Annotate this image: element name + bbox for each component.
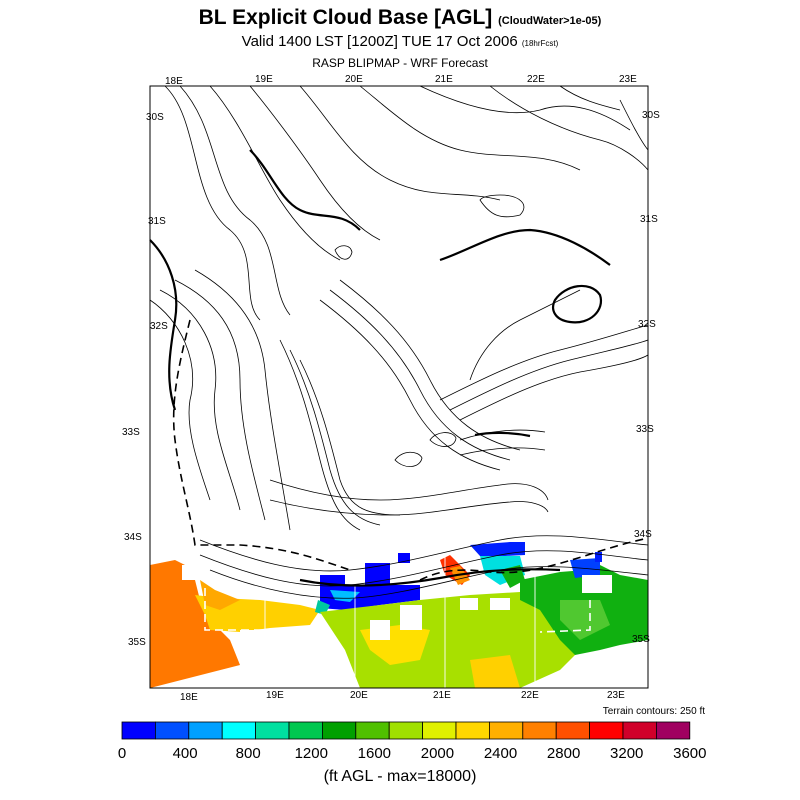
colorbar-swatch [422, 721, 457, 740]
fill-orange-inner [200, 580, 240, 610]
lat-label-left: 33S [122, 427, 140, 438]
lat-label-left: 34S [124, 532, 142, 543]
chart-title: BL Explicit Cloud Base [AGL] (CloudWater… [0, 6, 800, 30]
lon-label-bottom: 23E [607, 690, 625, 701]
colorbar-swatch [455, 721, 490, 740]
lat-labels-left: 30S 31S 32S 33S 34S 35S [122, 112, 168, 648]
colorbar-tick-labels: 0 400 800 1200 1600 2000 2400 2800 3200 3600 [118, 745, 707, 762]
lat-label-right: 35S [632, 634, 650, 645]
terrain-contours [149, 85, 649, 599]
title-note: (CloudWater>1e-05) [498, 15, 602, 27]
colorbar-swatch [622, 721, 657, 740]
lat-label-right: 34S [634, 529, 652, 540]
lon-label-top: 18E [165, 76, 183, 87]
fill-gap-3 [460, 598, 478, 610]
coastline-contours [149, 149, 611, 587]
lat-labels-right: 30S 31S 32S 33S 34S 35S [632, 110, 660, 645]
colorbar-swatch [388, 721, 424, 740]
province-boundary [172, 319, 649, 581]
colorbar-swatch [154, 721, 190, 740]
lon-label-bottom: 22E [521, 690, 539, 701]
terrain-contours-note: Terrain contours: 250 ft [602, 706, 705, 717]
lat-label-right: 33S [636, 424, 654, 435]
map-frame [149, 85, 649, 689]
valid-time: Valid 1400 LST [1200Z] TUE 17 Oct 2006 (… [0, 33, 800, 50]
colorbar-tick-label: 1600 [358, 745, 391, 762]
lon-label-bottom: 20E [350, 690, 368, 701]
colorbar-swatches [121, 721, 691, 740]
forecast-hour-note: (18hrFcst) [521, 39, 559, 48]
cloud-base-fill [150, 542, 648, 688]
colorbar-tick-label: 3200 [610, 745, 643, 762]
lat-label-left: 35S [128, 637, 146, 648]
lon-label-top: 21E [435, 74, 453, 85]
colorbar-swatch [555, 721, 591, 740]
colorbar-swatch [589, 721, 624, 740]
colorbar-swatch [488, 721, 524, 740]
fill-cyan-center [330, 590, 360, 602]
lat-label-left: 31S [148, 216, 166, 227]
fill-teal-center [315, 600, 330, 615]
fill-white-sw [240, 630, 360, 688]
colorbar-swatch [221, 721, 256, 740]
fill-gap-1 [370, 620, 390, 640]
lon-label-bottom: 19E [266, 690, 284, 701]
source-label: RASP BLIPMAP - WRF Forecast [312, 56, 488, 70]
lon-label-bottom: 21E [433, 690, 451, 701]
fill-orange-west [150, 560, 240, 688]
white-boundary [204, 588, 591, 633]
colorbar-swatch [321, 721, 357, 740]
fill-yellow-se [470, 655, 520, 688]
lat-label-right: 32S [638, 319, 656, 330]
colorbar-tick-label: 800 [236, 745, 261, 762]
colorbar-swatch [522, 721, 557, 740]
valid-time-text: Valid 1400 LST [1200Z] TUE 17 Oct 2006 [241, 33, 518, 50]
fill-blue-north [470, 542, 525, 556]
lat-label-left: 30S [146, 112, 164, 123]
lat-label-left: 32S [150, 321, 168, 332]
lat-label-right: 30S [642, 110, 660, 121]
colorbar-tick-label: 1200 [295, 745, 328, 762]
fill-gap-5 [582, 575, 612, 593]
colorbar-units: (ft AGL - max=18000) [323, 768, 477, 785]
fill-gap-4 [490, 598, 510, 610]
lon-labels-top: 18E 19E 20E 21E 22E 23E [165, 74, 637, 87]
colorbar-tick-label: 2800 [547, 745, 580, 762]
colorbar-swatch [656, 721, 691, 740]
colorbar-swatch [288, 721, 323, 740]
fill-green-light [560, 600, 610, 640]
colorbar-swatch [188, 721, 223, 740]
lon-labels-bottom: 18E 19E 20E 21E 22E 23E [180, 690, 625, 703]
colorbar-tick-label: 0 [118, 745, 126, 762]
colorbar-swatch [355, 721, 390, 740]
colorbar-swatch [121, 721, 156, 740]
lon-label-top: 22E [527, 74, 545, 85]
fill-blue-small-2 [570, 558, 600, 578]
colorbar-tick-label: 2000 [421, 745, 454, 762]
colorbar-tick-label: 3600 [673, 745, 706, 762]
lon-label-top: 23E [619, 74, 637, 85]
fill-gap-6 [182, 565, 197, 580]
lon-label-top: 19E [255, 74, 273, 85]
fill-gap-2 [400, 605, 422, 630]
lon-label-bottom: 18E [180, 692, 198, 703]
title-text: BL Explicit Cloud Base [AGL] [198, 6, 493, 29]
colorbar-tick-label: 400 [173, 745, 198, 762]
colorbar-tick-label: 2400 [484, 745, 517, 762]
lat-label-right: 31S [640, 214, 658, 225]
lon-label-top: 20E [345, 74, 363, 85]
colorbar-swatch [255, 721, 290, 740]
